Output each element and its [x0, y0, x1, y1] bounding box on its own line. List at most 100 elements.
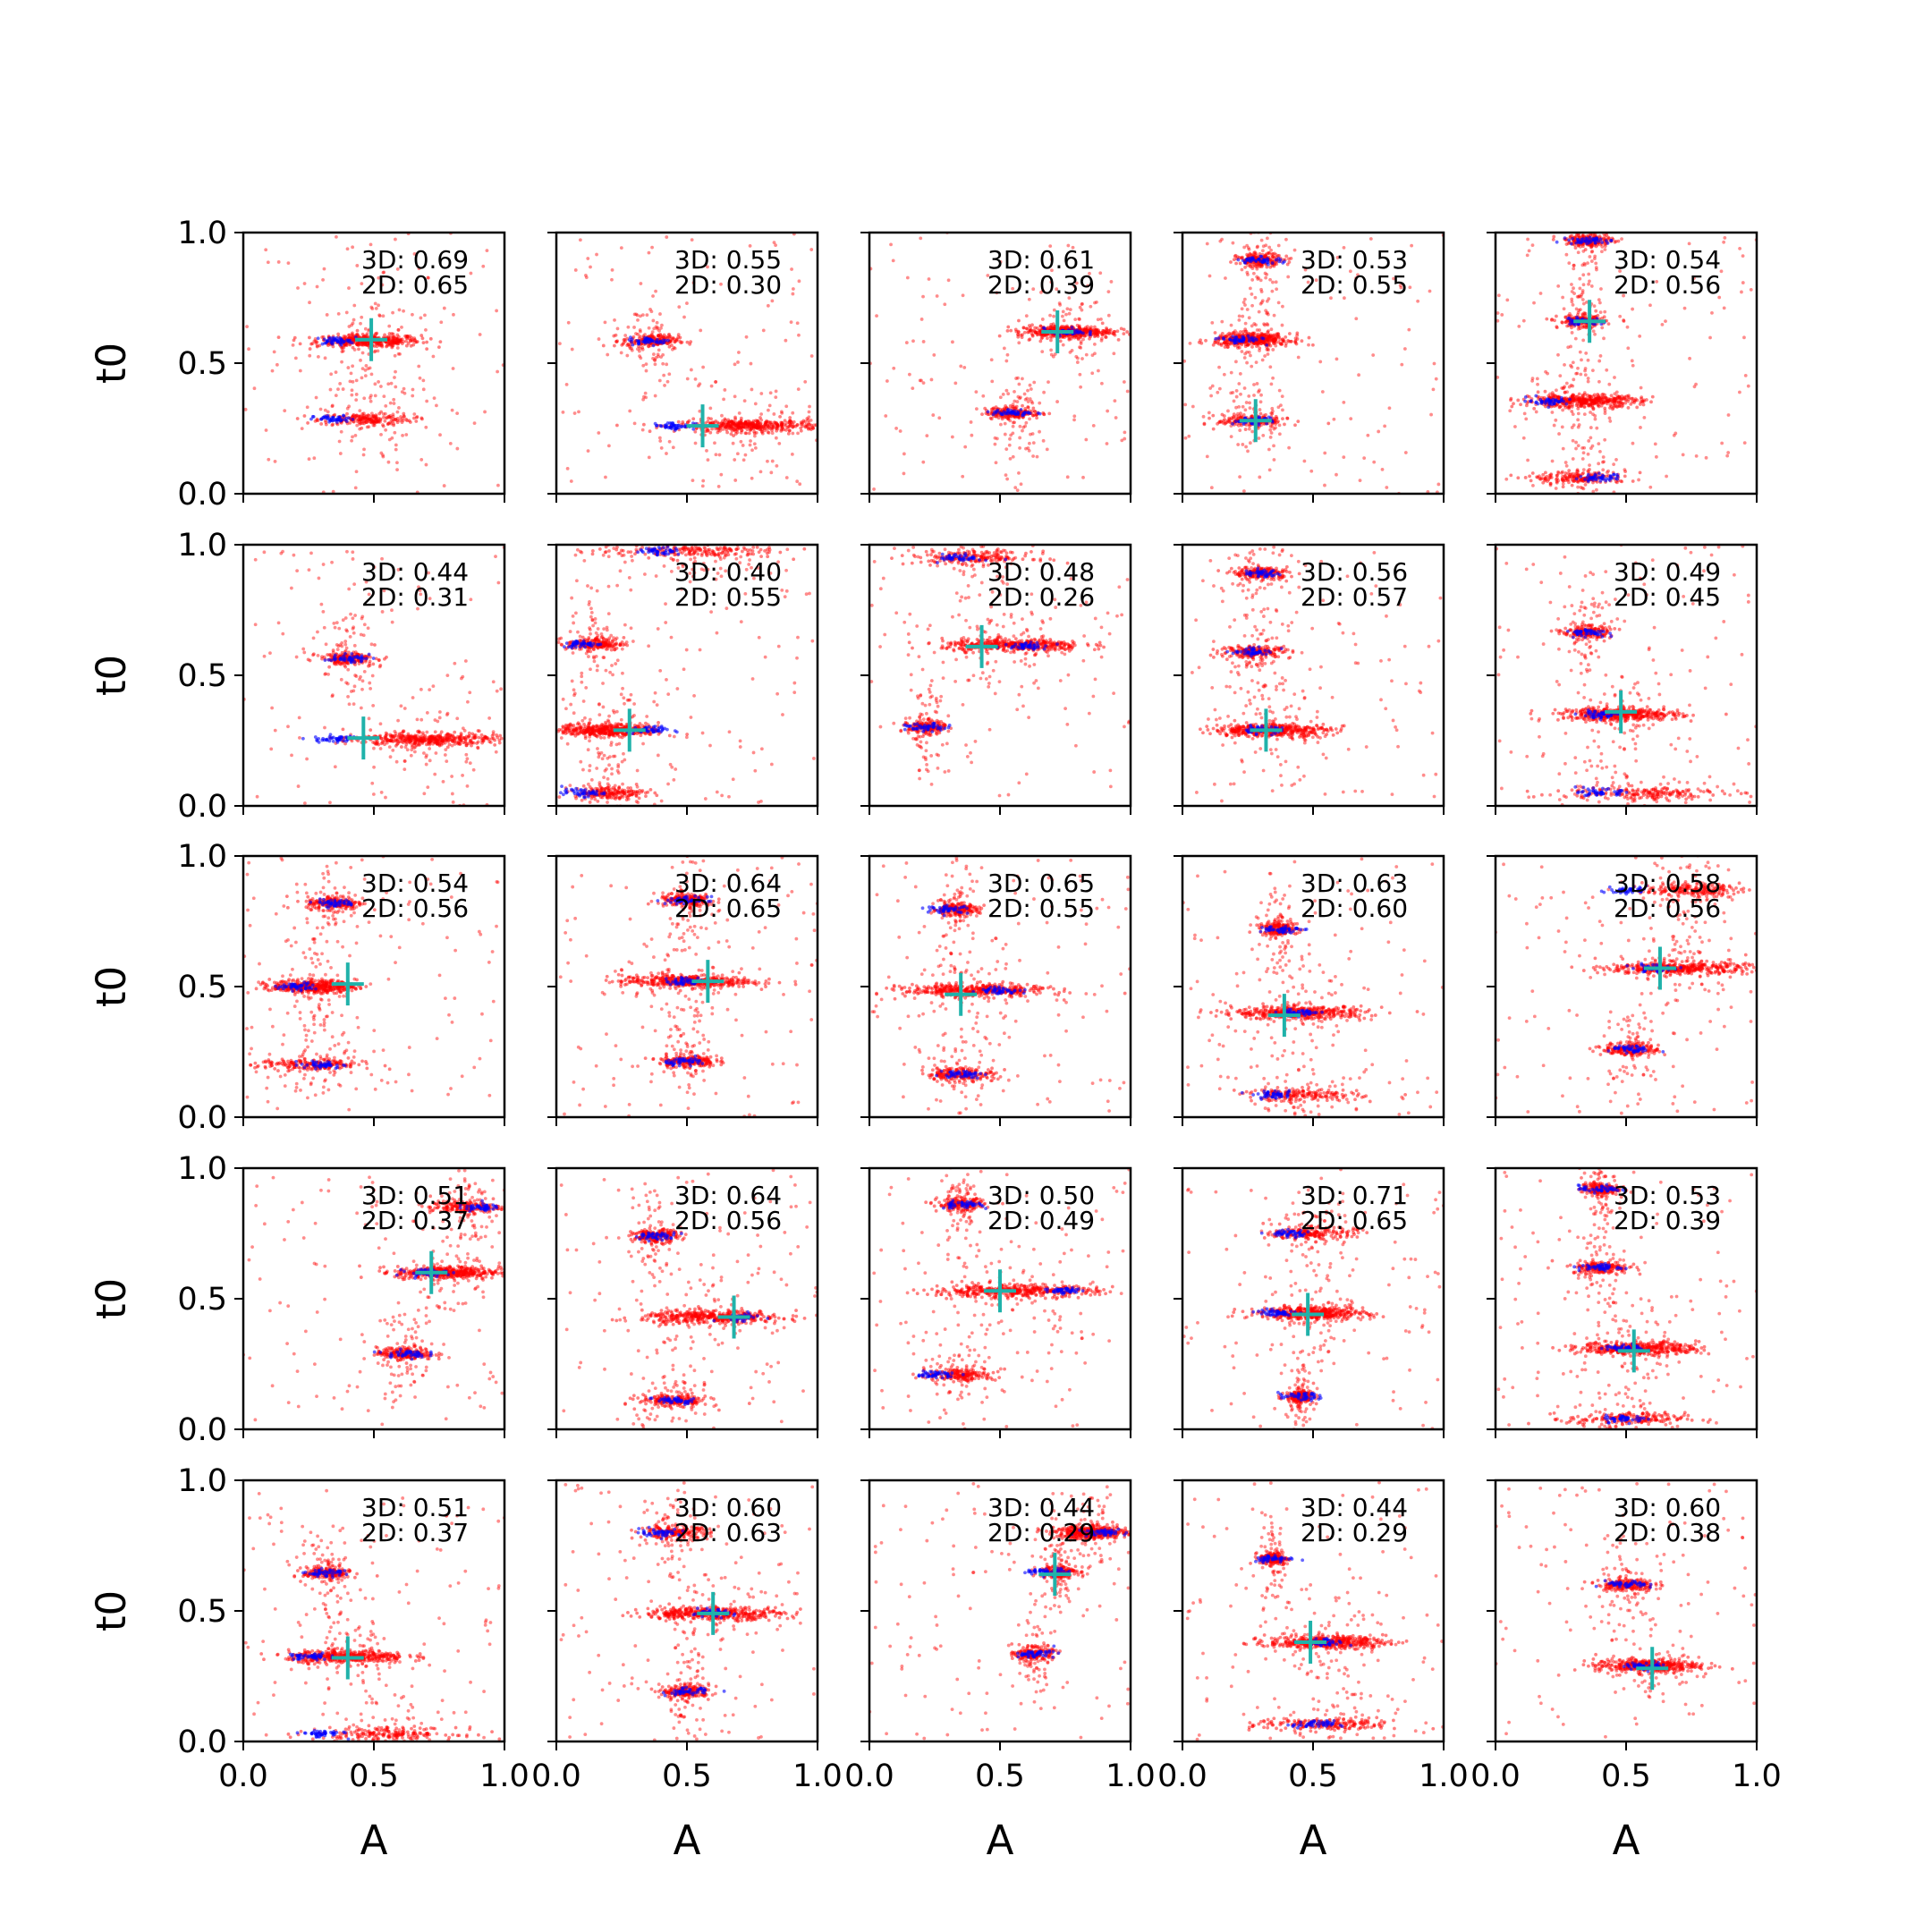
scatter-point — [1080, 302, 1084, 307]
scatter-point — [1028, 383, 1032, 387]
scatter-point — [1263, 354, 1267, 358]
scatter-point — [1565, 390, 1570, 394]
scatter-point — [768, 391, 773, 395]
mode-point — [630, 340, 633, 343]
scatter-point — [1093, 352, 1097, 356]
scatter-point — [469, 271, 473, 275]
scatter-point — [407, 419, 411, 423]
scatter-point — [1261, 433, 1266, 437]
scatter-point — [1105, 326, 1108, 330]
scatter-point — [1281, 408, 1284, 412]
scatter-point — [999, 422, 1003, 427]
scatter-point — [927, 277, 931, 281]
scatter-point — [1234, 405, 1238, 410]
scatter-point — [396, 352, 401, 356]
scatter-point — [693, 441, 698, 445]
scatter-point — [432, 396, 436, 401]
scatter-point — [656, 326, 660, 330]
scatter-point — [654, 355, 658, 360]
scatter-point — [1234, 360, 1238, 364]
scatter-point — [1618, 533, 1622, 537]
scatter-point — [1237, 345, 1241, 350]
scatter-point — [1387, 406, 1392, 411]
scatter-point — [710, 427, 714, 431]
scatter-point — [1591, 412, 1595, 417]
scatter-point — [651, 318, 656, 323]
scatter-point — [1535, 377, 1539, 381]
scatter-point — [1250, 267, 1255, 271]
scatter-point — [1030, 332, 1034, 335]
mode-point — [672, 423, 675, 428]
scatter-point — [379, 432, 383, 436]
scatter-point — [998, 395, 1003, 400]
scatter-point — [377, 313, 382, 318]
scatter-point — [1608, 402, 1613, 407]
mode-point — [1242, 260, 1247, 265]
scatter-point — [1552, 423, 1556, 428]
scatter-point — [395, 346, 400, 350]
scatter-point — [369, 242, 373, 247]
scatter-point — [366, 413, 370, 418]
scatter-point — [735, 452, 740, 456]
scatter-point — [1250, 324, 1254, 328]
scatter-point — [1542, 395, 1546, 400]
scatter-point — [791, 411, 795, 415]
scatter-point — [1548, 482, 1553, 486]
scatter-point — [1050, 268, 1054, 273]
scatter-point — [1255, 335, 1259, 339]
scatter-point — [344, 343, 349, 347]
scatter-point — [1588, 467, 1591, 471]
scatter-point — [898, 429, 902, 433]
scatter-point — [400, 325, 403, 329]
mode-point — [655, 340, 659, 344]
scatter-point — [354, 393, 359, 396]
scatter-point — [1620, 237, 1623, 242]
scatter-point — [919, 236, 923, 241]
scatter-point — [558, 342, 562, 346]
scatter-point — [317, 354, 320, 359]
scatter-point — [1071, 245, 1075, 250]
scatter-point — [1079, 342, 1083, 346]
scatter-point — [243, 407, 248, 411]
scatter-point — [1267, 297, 1271, 301]
scatter-point — [798, 482, 802, 487]
scatter-point — [1283, 422, 1286, 427]
scatter-point — [394, 369, 397, 374]
scatter-point — [1008, 419, 1013, 423]
scatter-point — [756, 426, 760, 430]
scatter-point — [754, 425, 758, 429]
scatter-point — [338, 452, 343, 455]
scatter-point — [1237, 382, 1241, 386]
scatter-point — [1606, 497, 1610, 501]
scatter-point — [644, 362, 648, 366]
scatter-point — [708, 430, 713, 435]
scatter-point — [569, 479, 573, 483]
scatter-point — [1521, 318, 1526, 323]
scatter-point — [1232, 399, 1236, 403]
scatter-point — [439, 320, 444, 325]
scatter-point — [774, 436, 778, 440]
scatter-point — [680, 340, 684, 344]
scatter-point — [1099, 317, 1103, 321]
scatter-point — [1580, 457, 1585, 461]
scatter-point — [595, 252, 598, 257]
scatter-point — [1040, 318, 1045, 321]
scatter-point — [1093, 325, 1097, 329]
scatter-point — [442, 484, 446, 487]
scatter-point — [1035, 416, 1039, 420]
scatter-point — [1233, 329, 1237, 333]
scatter-point — [351, 345, 355, 350]
scatter-point — [1582, 405, 1587, 409]
mode-point — [1222, 337, 1226, 342]
mode-point — [995, 410, 999, 413]
scatter-point — [1053, 326, 1057, 331]
mode-point — [1523, 399, 1528, 403]
scatter-point — [1120, 438, 1124, 443]
scatter-point — [1065, 475, 1070, 479]
scatter-point — [667, 372, 672, 377]
scatter-point — [1264, 309, 1268, 313]
scatter-point — [1580, 534, 1584, 538]
scatter-point — [1279, 403, 1283, 408]
scatter-point — [1590, 444, 1595, 448]
